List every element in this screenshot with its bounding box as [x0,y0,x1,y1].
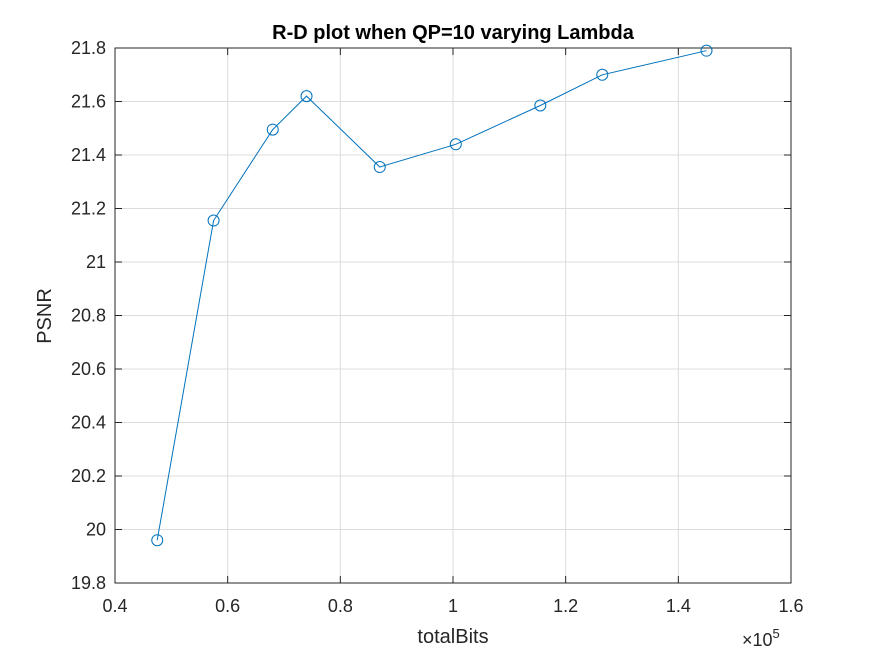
series-line [156,50,707,541]
x-multiplier-exponent: 5 [773,626,780,641]
tick-marks [114,47,792,584]
series-group [151,44,713,547]
y-tick-label: 21 [86,252,106,272]
y-tick-label: 21.2 [71,199,106,219]
y-tick-label: 20 [86,520,106,540]
data-point-marker [151,534,164,547]
y-tick-label: 20.2 [71,466,106,486]
data-point-marker [534,99,547,112]
y-axis-label: PSNR [34,288,56,344]
x-axis-label: totalBits [417,626,488,648]
y-tick-label: 21.4 [71,145,106,165]
data-point-marker [700,44,713,57]
tick-labels: 0.4 0.6 0.8 1 1.2 1.4 1.6 19.8 20 20.2 20.4 20.6 20.… [71,38,804,616]
y-tick-label: 19.8 [71,573,106,593]
x-tick-label: 0.6 [215,596,240,616]
x-multiplier-base: 10 [753,630,773,650]
data-point-marker [266,123,279,136]
x-tick-label: 0.8 [328,596,353,616]
data-point-marker [300,90,313,103]
x-tick-label: 1 [448,596,458,616]
y-tick-label: 21.8 [71,38,106,58]
data-point-marker [596,68,609,81]
x-tick-label: 1.6 [778,596,803,616]
y-tick-label: 20.6 [71,359,106,379]
chart-title: R-D plot when QP=10 varying Lambda [272,22,635,44]
y-tick-label: 20.8 [71,306,106,326]
y-tick-label: 20.4 [71,413,106,433]
data-point-marker [373,161,386,174]
data-point-marker [449,138,462,151]
x-tick-label: 1.2 [553,596,578,616]
x-tick-label: 1.4 [666,596,691,616]
data-point-marker [207,214,220,227]
y-tick-label: 21.6 [71,92,106,112]
x-tick-label: 0.4 [102,596,127,616]
x-axis-multiplier: ×105 [742,626,780,650]
